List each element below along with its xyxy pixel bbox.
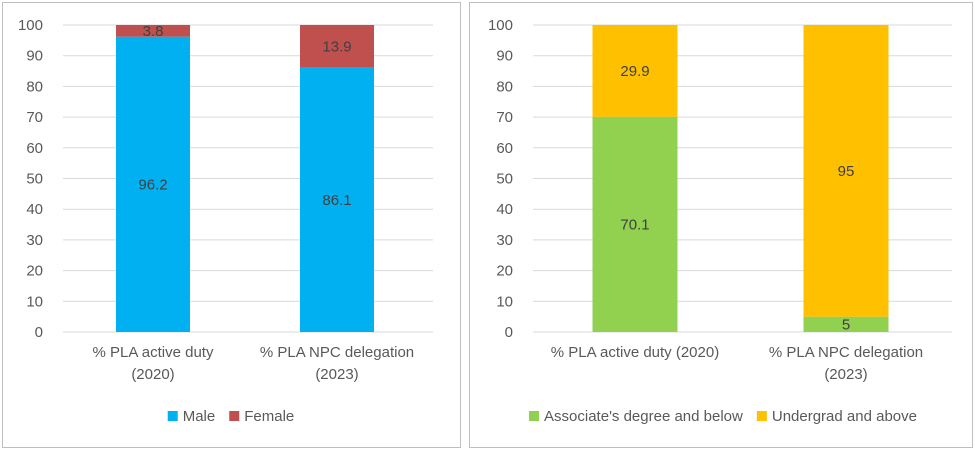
category-label: (2023) xyxy=(315,366,358,383)
y-tick-label: 80 xyxy=(496,78,513,95)
data-label: 70.1 xyxy=(620,216,649,233)
y-tick-label: 0 xyxy=(505,324,513,341)
y-tick-label: 70 xyxy=(26,109,43,126)
y-tick-label: 20 xyxy=(26,263,43,280)
y-tick-label: 30 xyxy=(496,232,513,249)
y-tick-label: 10 xyxy=(26,293,43,310)
legend-swatch xyxy=(229,411,240,421)
y-tick-label: 30 xyxy=(26,232,43,249)
legend-swatch xyxy=(167,411,178,421)
y-tick-label: 90 xyxy=(496,48,513,65)
legend-swatch xyxy=(529,411,540,421)
category-label: % PLA active duty xyxy=(93,344,214,361)
y-tick-label: 60 xyxy=(496,140,513,157)
education-stacked-bar-chart: 0 10 20 30 40 50 60 70 80 90 100 70.1 29.9 % PLA acti… xyxy=(488,17,952,425)
y-tick-label: 40 xyxy=(26,201,43,218)
category-label: % PLA active duty (2020) xyxy=(551,344,719,361)
y-tick-label: 100 xyxy=(18,17,43,34)
y-tick-label: 50 xyxy=(26,171,43,188)
bar-segment xyxy=(592,116,678,332)
bar-segment xyxy=(116,36,190,332)
bar-segment xyxy=(300,25,374,68)
legend-label: Male xyxy=(183,408,216,425)
legend: Associate's degree and below Undergrad an… xyxy=(529,408,917,425)
category-label: % PLA NPC delegation xyxy=(260,344,414,361)
chart-right-panel: 0 10 20 30 40 50 60 70 80 90 100 70.1 29.9 % PLA acti… xyxy=(469,2,973,448)
legend: Male Female xyxy=(167,408,294,425)
legend-label: Associate's degree and below xyxy=(544,408,743,425)
legend-label: Female xyxy=(244,408,294,425)
legend-label: Undergrad and above xyxy=(772,408,917,425)
y-tick-label: 70 xyxy=(496,109,513,126)
category-label: (2020) xyxy=(131,366,174,383)
legend-swatch xyxy=(756,411,767,421)
data-label: 5 xyxy=(842,316,850,333)
bar-segment xyxy=(592,25,678,117)
data-label: 3.8 xyxy=(143,23,164,40)
chart-left-panel: 0 10 20 30 40 50 60 70 80 90 100 96.2 3.8 % PLA activ… xyxy=(2,2,461,448)
y-tick-label: 60 xyxy=(26,140,43,157)
y-tick-label: 80 xyxy=(26,78,43,95)
bar-segment xyxy=(803,25,889,317)
bar-segment xyxy=(116,25,190,37)
y-tick-label: 100 xyxy=(488,17,513,34)
bar-segment xyxy=(300,67,374,332)
category-label: % PLA NPC delegation xyxy=(769,344,923,361)
data-label: 29.9 xyxy=(620,63,649,80)
data-label: 96.2 xyxy=(138,176,167,193)
category-label: (2023) xyxy=(824,366,867,383)
y-tick-label: 10 xyxy=(496,293,513,310)
data-label: 95 xyxy=(838,163,855,180)
y-tick-label: 0 xyxy=(35,324,43,341)
bar-segment xyxy=(803,316,889,332)
y-tick-label: 20 xyxy=(496,263,513,280)
data-label: 86.1 xyxy=(322,192,351,209)
gender-stacked-bar-chart: 0 10 20 30 40 50 60 70 80 90 100 96.2 3.8 % PLA activ… xyxy=(18,17,433,425)
data-label: 13.9 xyxy=(322,38,351,55)
y-tick-label: 50 xyxy=(496,171,513,188)
y-tick-label: 90 xyxy=(26,48,43,65)
y-tick-label: 40 xyxy=(496,201,513,218)
